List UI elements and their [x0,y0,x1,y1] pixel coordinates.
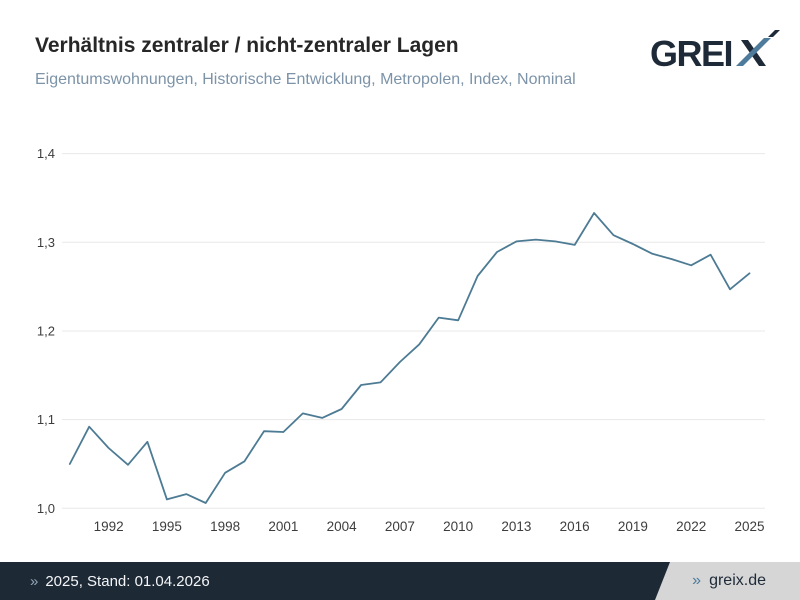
y-tick-label: 1,4 [37,146,55,161]
page-title: Verhältnis zentraler / nicht-zentraler L… [35,34,459,57]
x-tick-label: 2004 [327,519,358,534]
y-tick-label: 1,2 [37,323,55,338]
greix-logo: GREI [650,30,780,69]
x-tick-label: 2010 [443,519,473,534]
x-tick-label: 1995 [152,519,182,534]
logo-prime-slash [768,30,780,37]
footer-bar: » 2025, Stand: 01.04.2026 » greix.de [0,562,800,600]
x-tick-label: 2013 [501,519,531,534]
x-tick-label: 2007 [385,519,415,534]
x-tick-label: 2025 [734,519,764,534]
x-tick-label: 1992 [94,519,124,534]
page-subtitle: Eigentumswohnungen, Historische Entwickl… [35,71,576,88]
footer-status: » 2025, Stand: 01.04.2026 [0,562,210,600]
footer-site-label: greix.de [709,572,766,589]
logo-text: GREI [650,33,732,69]
x-tick-label: 2019 [618,519,648,534]
y-tick-label: 1,1 [37,412,55,427]
chevron-right-icon: » [692,572,702,589]
line-chart: 1,0 1,1 1,2 1,3 1,4 1992 1995 1998 2001 2004 2007 2… [37,146,765,534]
data-line [68,212,751,504]
footer-site-badge: » greix.de [655,562,800,600]
y-tick-label: 1,0 [37,501,55,516]
x-tick-label: 2016 [560,519,590,534]
x-tick-label: 2022 [676,519,706,534]
footer-status-text: 2025, Stand: 01.04.2026 [45,572,210,590]
y-tick-label: 1,3 [37,235,55,250]
x-tick-label: 1998 [210,519,240,534]
logo-x-slash [736,38,771,66]
chevron-right-icon: » [30,572,39,590]
x-tick-label: 2001 [268,519,298,534]
